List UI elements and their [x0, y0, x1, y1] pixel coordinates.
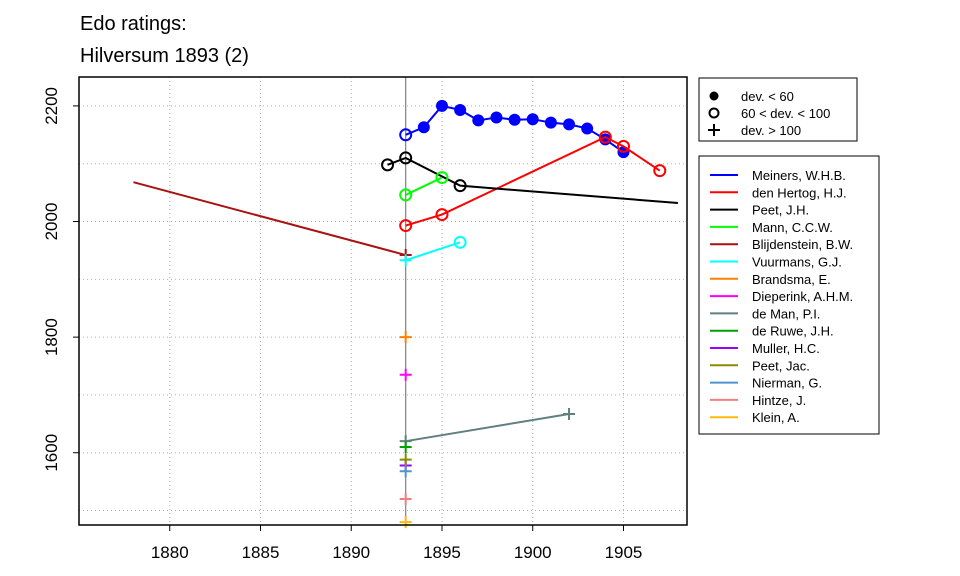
series	[399, 171, 449, 202]
legend-label: den Hertog, H.J.	[752, 185, 847, 200]
legend-marker-plus	[708, 124, 720, 136]
point-marker	[399, 516, 412, 529]
series	[399, 516, 412, 529]
point-marker	[490, 111, 503, 124]
legend-label: Meiners, W.H.B.	[752, 168, 846, 183]
series-layer	[133, 99, 679, 529]
point-marker	[453, 235, 467, 249]
series	[399, 408, 576, 448]
x-tick-label: 1890	[332, 543, 370, 562]
grid-lines	[79, 77, 687, 525]
legend-label: Nierman, G.	[752, 376, 822, 391]
point-marker	[399, 188, 413, 202]
point-marker	[399, 128, 413, 142]
legend-label: Peet, Jac.	[752, 358, 810, 373]
y-tick-label: 1600	[42, 434, 61, 472]
legend-label: Blijdenstein, B.W.	[752, 237, 853, 252]
chart-title: Edo ratings:	[80, 13, 187, 35]
legend-marker-open	[708, 107, 720, 119]
legend-label: Mann, C.C.W.	[752, 220, 833, 235]
legend-label: Klein, A.	[752, 410, 800, 425]
series	[399, 465, 412, 478]
x-tick-label: 1880	[151, 543, 189, 562]
deviation-legend: dev. < 60 60 < dev. < 100 dev. > 100	[698, 77, 858, 142]
point-marker	[399, 440, 412, 453]
point-marker	[435, 99, 448, 112]
point-marker	[544, 116, 557, 129]
point-marker	[435, 208, 449, 222]
series	[399, 368, 412, 381]
legend-label: Hintze, J.	[752, 393, 806, 408]
series	[381, 151, 679, 205]
point-marker	[563, 408, 576, 421]
point-marker	[581, 122, 594, 135]
legend-label: Brandsma, E.	[752, 272, 831, 287]
point-marker	[598, 130, 612, 144]
legend-label: de Ruwe, J.H.	[752, 324, 834, 339]
series-line	[405, 176, 443, 196]
series-line	[405, 241, 461, 262]
series	[399, 235, 467, 267]
x-tick-label: 1885	[242, 543, 280, 562]
point-marker	[399, 465, 412, 478]
legend-label: Vuurmans, G.J.	[752, 255, 842, 270]
point-marker	[472, 114, 485, 127]
series-line	[387, 156, 679, 205]
series-line	[405, 136, 661, 227]
deviation-legend-label: dev. > 100	[741, 123, 801, 138]
point-marker	[616, 139, 630, 153]
x-tick-label: 1895	[423, 543, 461, 562]
y-tick-label: 2200	[42, 87, 61, 125]
chart-subtitle: Hilversum 1893 (2)	[80, 45, 249, 67]
series	[399, 453, 412, 466]
plot-frame	[78, 76, 688, 526]
point-marker	[453, 179, 467, 193]
legend-label: Peet, J.H.	[752, 203, 809, 218]
legend-label: Muller, H.C.	[752, 341, 820, 356]
point-marker	[399, 453, 412, 466]
series	[399, 99, 630, 159]
x-tick-label: 1900	[514, 543, 552, 562]
series	[399, 130, 667, 233]
deviation-legend-label: dev. < 60	[741, 89, 794, 104]
legend-label: Dieperink, A.H.M.	[752, 289, 853, 304]
point-marker	[399, 254, 412, 267]
y-tick-label: 2000	[42, 203, 61, 241]
series	[399, 492, 412, 505]
legend-label: de Man, P.I.	[752, 306, 820, 321]
point-marker	[399, 368, 412, 381]
y-tick-label: 1800	[42, 318, 61, 356]
series-legend: Meiners, W.H.B. den Hertog, H.J. Peet, J.H…	[698, 155, 880, 435]
point-marker	[435, 171, 449, 185]
point-marker	[454, 103, 467, 116]
series	[399, 440, 412, 453]
point-marker	[399, 151, 413, 165]
axes: 1880 1885 1890 1895 1900 1905 1600 1800 2000 2200	[42, 87, 642, 562]
point-marker	[653, 164, 667, 178]
series-line	[405, 413, 570, 443]
series-legend-box	[698, 155, 880, 435]
point-marker	[399, 492, 412, 505]
point-marker	[563, 118, 576, 131]
deviation-legend-label: 60 < dev. < 100	[741, 106, 830, 121]
series-line	[133, 181, 406, 257]
point-marker	[399, 331, 412, 344]
point-marker	[508, 113, 521, 126]
legend-marker-filled	[709, 91, 719, 101]
point-marker	[381, 158, 395, 172]
point-marker	[399, 219, 413, 233]
point-marker	[417, 121, 430, 134]
point-marker	[526, 113, 539, 126]
series	[399, 331, 412, 344]
x-tick-label: 1905	[605, 543, 643, 562]
deviation-legend-box	[698, 77, 858, 142]
